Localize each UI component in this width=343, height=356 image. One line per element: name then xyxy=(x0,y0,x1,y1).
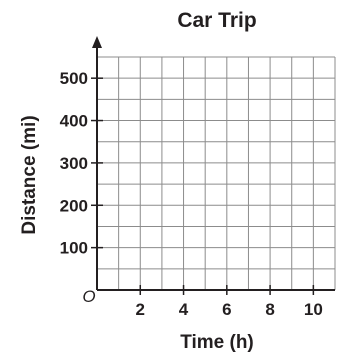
x-axis-title: Time (h) xyxy=(180,332,254,353)
y-tick-label: 400 xyxy=(60,112,88,131)
x-tick-label: 8 xyxy=(265,300,274,319)
y-axis-title: Distance (mi) xyxy=(19,115,40,234)
x-tick-label: 10 xyxy=(304,300,323,319)
x-tick-label: 6 xyxy=(222,300,231,319)
axes xyxy=(91,36,335,295)
y-tick-label: 500 xyxy=(60,69,88,88)
y-tick-label: 100 xyxy=(60,239,88,258)
tick-labels: 100 200 300 400 500 2 4 6 8 10 xyxy=(60,69,323,319)
origin-label: O xyxy=(82,287,95,306)
chart-title: Car Trip xyxy=(177,9,256,32)
y-tick-label: 300 xyxy=(60,154,88,173)
y-axis-arrow xyxy=(92,36,102,48)
grid xyxy=(97,56,336,290)
x-tick-label: 2 xyxy=(136,300,145,319)
y-tick-label: 200 xyxy=(60,196,88,215)
x-tick-label: 4 xyxy=(179,300,189,319)
